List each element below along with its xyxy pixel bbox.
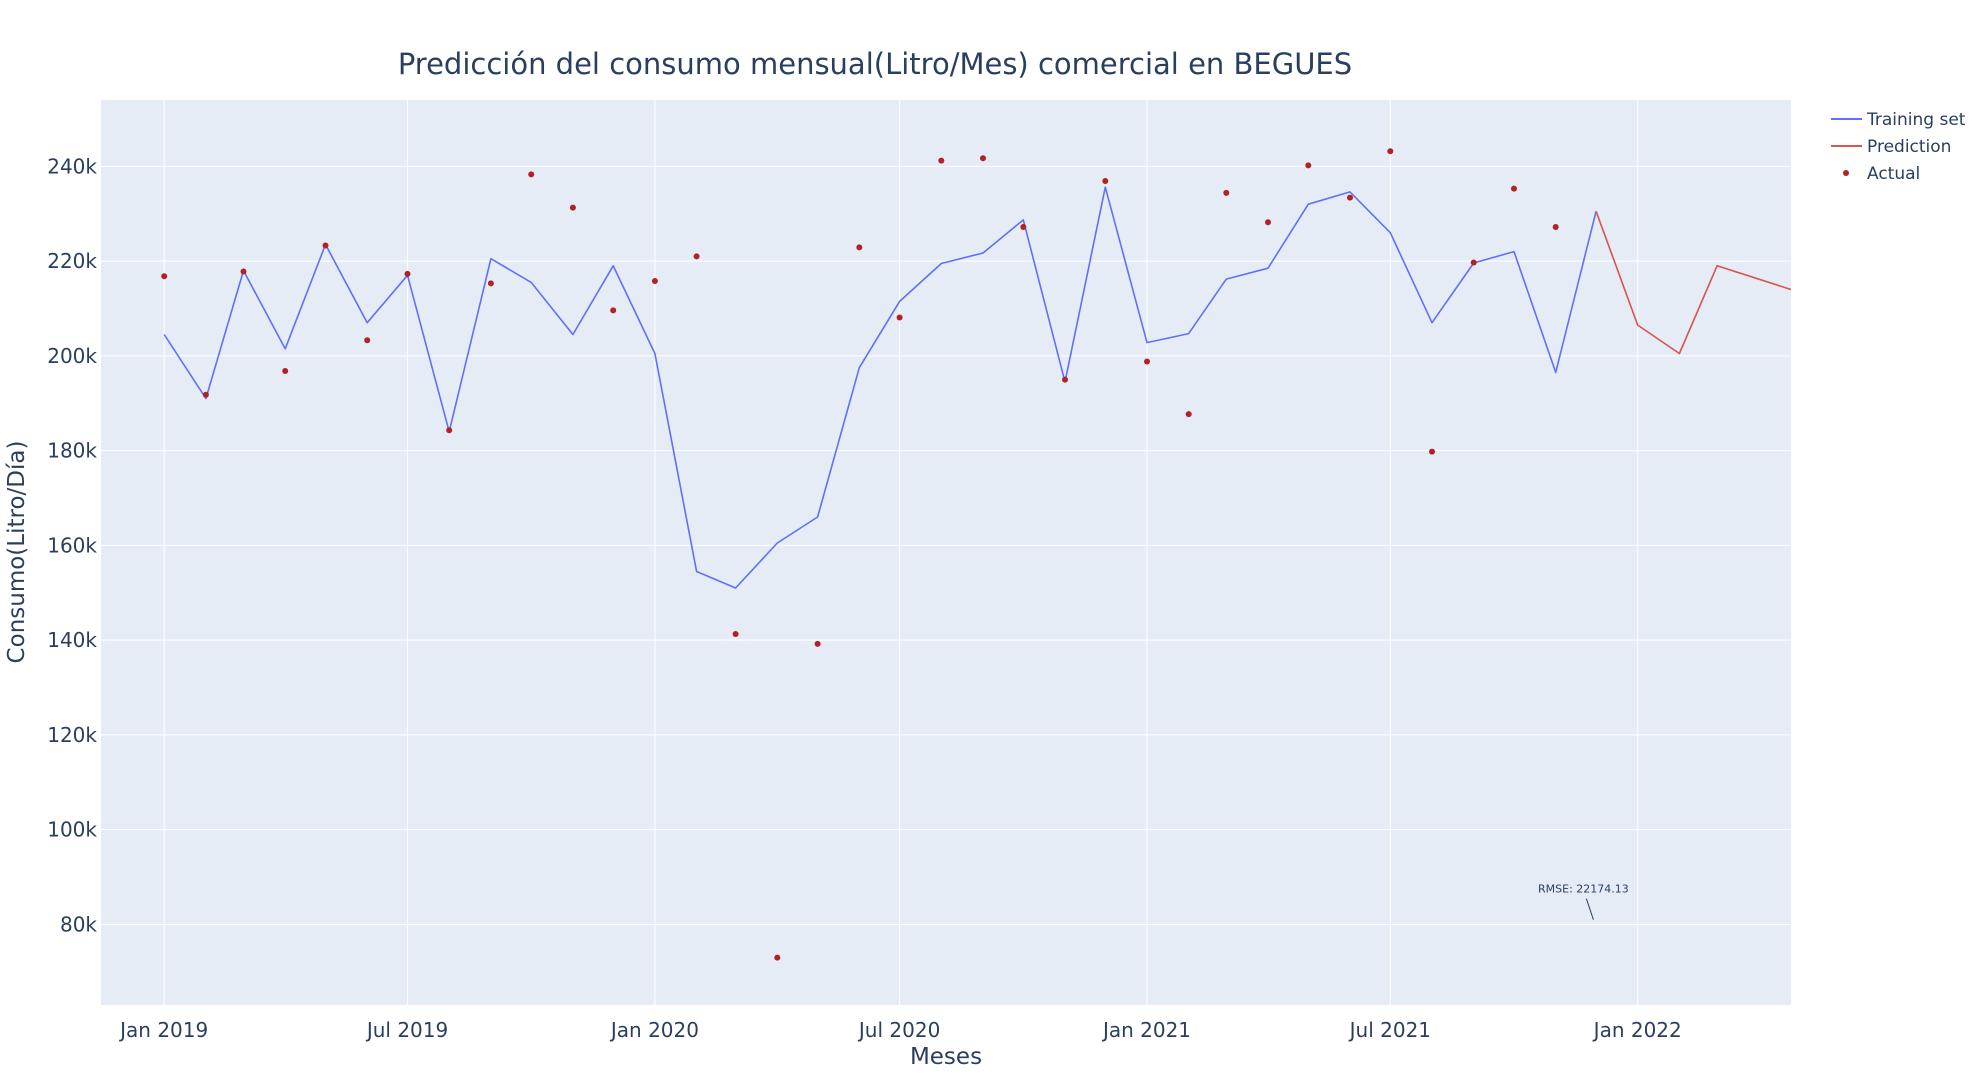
actual-point bbox=[1265, 219, 1271, 226]
prediction-line bbox=[1595, 211, 1792, 355]
actual-point bbox=[732, 631, 739, 637]
actual-point bbox=[1305, 162, 1312, 169]
actual-point bbox=[938, 157, 945, 164]
actual-point bbox=[282, 368, 289, 374]
actual-point bbox=[446, 427, 453, 434]
actual-point bbox=[1470, 259, 1477, 266]
rmse-annotation: RMSE: 22174.13 bbox=[1538, 883, 1629, 920]
actual-point bbox=[404, 270, 411, 277]
actual-point bbox=[487, 280, 494, 287]
gridlines bbox=[101, 100, 1791, 1005]
plot-area bbox=[101, 100, 1791, 1005]
actual-point bbox=[161, 273, 168, 280]
actual-point bbox=[693, 253, 700, 260]
actual-point bbox=[856, 244, 863, 251]
legend: Training set Prediction Actual bbox=[1831, 110, 1966, 184]
x-tick-label: Jan 2020 bbox=[609, 1018, 699, 1042]
y-tick-label: 160k bbox=[47, 533, 97, 557]
series-layer bbox=[161, 148, 1792, 961]
actual-point bbox=[1511, 185, 1517, 192]
y-tick-label: 100k bbox=[47, 818, 97, 842]
actual-point bbox=[240, 268, 247, 275]
rmse-annotation-arrow bbox=[1585, 898, 1594, 920]
x-tick-label: Jan 2021 bbox=[1101, 1018, 1191, 1042]
actual-point bbox=[774, 954, 781, 961]
x-tick-label: Jul 2019 bbox=[365, 1018, 448, 1042]
actual-point bbox=[1223, 189, 1230, 196]
actual-point bbox=[651, 278, 658, 284]
y-tick-label: 200k bbox=[47, 344, 97, 368]
chart-title: Predicción del consumo mensual(Litro/Mes… bbox=[398, 47, 1352, 81]
x-tick-label: Jul 2020 bbox=[857, 1018, 940, 1042]
actual-point bbox=[1020, 224, 1027, 230]
legend-label-prediction: Prediction bbox=[1867, 137, 1951, 157]
actual-point bbox=[896, 314, 903, 321]
x-tick-label: Jan 2019 bbox=[118, 1018, 208, 1042]
actual-point bbox=[1062, 376, 1068, 383]
x-axis-ticks: Jan 2019 Jul 2019 Jan 2020 Jul 2020 Jan 2021… bbox=[118, 1018, 1682, 1042]
y-tick-label: 240k bbox=[47, 154, 97, 178]
x-tick-label: Jan 2022 bbox=[1592, 1018, 1682, 1042]
actual-point bbox=[1347, 194, 1353, 201]
actual-point bbox=[528, 171, 535, 178]
y-axis-ticks: 80k 100k 120k 140k 160k 180k 200k 220k 240k bbox=[47, 154, 97, 936]
y-tick-label: 140k bbox=[47, 628, 97, 652]
actual-point bbox=[364, 337, 371, 344]
legend-label-training-set: Training set bbox=[1866, 110, 1966, 130]
legend-label-actual: Actual bbox=[1867, 164, 1920, 184]
y-tick-label: 120k bbox=[47, 723, 97, 747]
actual-point bbox=[202, 391, 209, 398]
actual-point bbox=[1144, 358, 1150, 365]
actual-point bbox=[1102, 178, 1109, 184]
actual-point bbox=[1387, 148, 1394, 155]
rmse-annotation-text: RMSE: 22174.13 bbox=[1538, 883, 1629, 896]
actual-point bbox=[610, 307, 617, 314]
y-tick-label: 80k bbox=[60, 912, 97, 936]
x-axis-title: Meses bbox=[910, 1044, 982, 1070]
training-set-line bbox=[163, 186, 1597, 589]
actual-point bbox=[322, 242, 329, 249]
y-tick-label: 220k bbox=[47, 249, 97, 273]
y-axis-title: Consumo(Litro/Día) bbox=[4, 441, 30, 664]
actual-point bbox=[980, 155, 986, 162]
actual-point bbox=[569, 204, 576, 211]
actual-point bbox=[1552, 224, 1559, 230]
y-tick-label: 180k bbox=[47, 439, 97, 463]
x-tick-label: Jul 2021 bbox=[1348, 1018, 1431, 1042]
legend-swatch-actual bbox=[1843, 170, 1849, 176]
actual-point bbox=[1429, 448, 1435, 455]
actual-point bbox=[814, 640, 821, 647]
actual-point bbox=[1185, 411, 1192, 418]
